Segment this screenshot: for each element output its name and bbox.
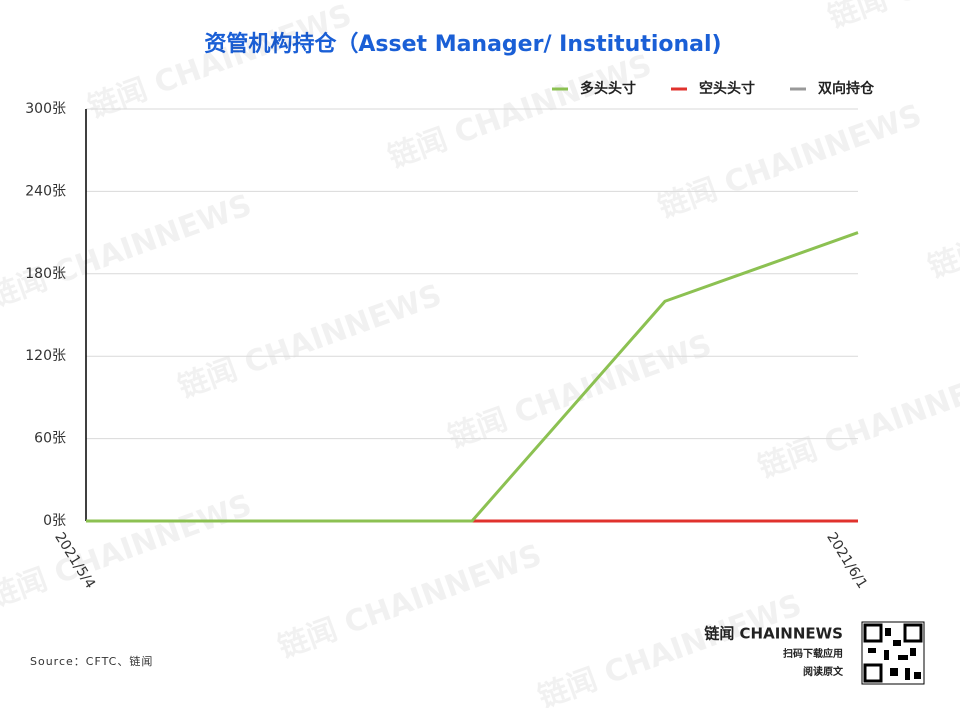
watermark: 链闻 CHAINNEWS <box>0 488 256 616</box>
x-tick-label: 2021/6/1 <box>823 530 870 592</box>
watermark: 链闻 CHAINNEWS <box>444 328 717 456</box>
y-tick-label: 60张 <box>34 431 66 447</box>
brand-line: 阅读原文 <box>803 665 844 678</box>
y-tick-label: 120张 <box>25 348 66 364</box>
watermark: 链闻 CHAINNEWS <box>174 278 447 406</box>
y-tick-label: 300张 <box>25 101 66 117</box>
legend-label: 双向持仓 <box>818 80 875 97</box>
chart-title: 资管机构持仓（Asset Manager/ Institutional) <box>204 31 721 57</box>
legend-label: 空头头寸 <box>699 80 755 97</box>
watermark: 链闻 CHAINNEWS <box>754 358 960 486</box>
y-tick-label: 240张 <box>25 183 66 199</box>
watermark: 链闻 CHAINNEWS <box>274 538 547 666</box>
watermark: 链闻 CHAINNEWS <box>924 158 960 286</box>
y-tick-label: 180张 <box>25 266 66 282</box>
brand-name: 链闻 CHAINNEWS <box>704 625 843 643</box>
series-line <box>86 231 859 523</box>
source: Source：CFTC、链闻 <box>30 654 153 668</box>
watermark: 链闻 CHAINNEWS <box>384 48 657 176</box>
watermark: 链闻 CHAINNEWS <box>654 98 927 226</box>
watermark: 链闻 CHAINNEWS <box>0 188 256 316</box>
watermark: 链闻 CHAINNEWS <box>824 0 960 36</box>
qr-code <box>861 621 925 685</box>
y-tick-label: 0张 <box>43 513 66 529</box>
watermark: 链闻 CHAINNEWS <box>534 588 807 708</box>
legend-label: 多头头寸 <box>580 80 636 97</box>
watermark: 链闻 CHAINNEWS <box>84 0 357 126</box>
brand-line: 扫码下载应用 <box>783 647 843 660</box>
